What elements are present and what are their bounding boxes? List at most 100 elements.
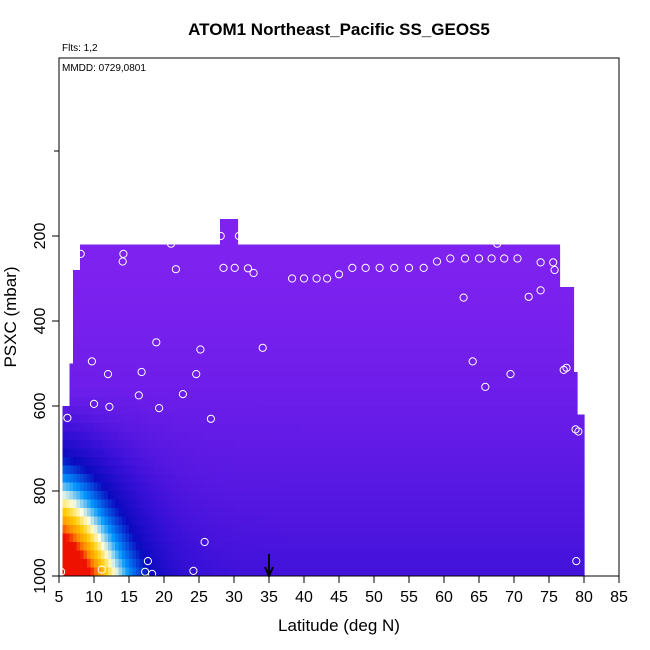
heatmap-cell [300,414,305,424]
heatmap-cell [486,499,491,509]
heatmap-cell [94,321,99,331]
heatmap-cell [468,525,473,535]
heatmap-cell [143,525,148,535]
heatmap-cell [251,414,256,424]
heatmap-cell [80,397,85,407]
heatmap-cell [150,321,155,331]
heatmap-cell [489,440,494,450]
heatmap-cell [94,397,99,407]
heatmap-cell [300,312,305,322]
heatmap-cell [405,338,410,348]
heatmap-cell [465,533,470,543]
heatmap-cell [332,491,337,501]
heatmap-cell [69,414,74,424]
heatmap-cell [423,550,428,560]
heatmap-cell [115,397,120,407]
heatmap-cell [230,270,235,280]
heatmap-cell [248,423,253,433]
heatmap-cell [251,304,256,314]
heatmap-cell [384,321,389,331]
heatmap-cell [90,321,95,331]
heatmap-cell [332,304,337,314]
heatmap-cell [220,244,225,254]
heatmap-cell [388,287,393,297]
heatmap-cell [514,304,519,314]
heatmap-cell [297,312,302,322]
heatmap-cell [241,440,246,450]
heatmap-cell [332,295,337,305]
heatmap-cell [304,244,309,254]
heatmap-cell [318,287,323,297]
heatmap-cell [195,355,200,365]
heatmap-cell [76,372,81,382]
heatmap-cell [342,346,347,356]
heatmap-cell [272,414,277,424]
heatmap-cell [230,355,235,365]
heatmap-cell [300,559,305,569]
heatmap-cell [486,321,491,331]
heatmap-cell [283,423,288,433]
heatmap-cell [115,508,120,518]
heatmap-cell [500,457,505,467]
heatmap-cell [402,550,407,560]
heatmap-cell [206,329,211,339]
heatmap-cell [90,295,95,305]
heatmap-cell [122,329,127,339]
heatmap-cell [349,397,354,407]
heatmap-cell [468,482,473,492]
heatmap-cell [108,533,113,543]
heatmap-cell [307,295,312,305]
heatmap-cell [395,287,400,297]
heatmap-cell [412,397,417,407]
heatmap-cell [391,304,396,314]
heatmap-cell [398,363,403,373]
heatmap-cell [258,559,263,569]
heatmap-cell [104,533,109,543]
heatmap-cell [307,474,312,484]
heatmap-cell [419,346,424,356]
heatmap-cell [318,465,323,475]
heatmap-cell [416,244,421,254]
heatmap-cell [160,397,165,407]
heatmap-cell [412,338,417,348]
heatmap-cell [409,474,414,484]
heatmap-cell [108,525,113,535]
heatmap-cell [90,346,95,356]
heatmap-cell [118,525,123,535]
heatmap-cell [388,414,393,424]
heatmap-cell [227,261,232,271]
heatmap-cell [384,414,389,424]
heatmap-cell [97,397,102,407]
heatmap-cell [377,457,382,467]
heatmap-cell [188,550,193,560]
heatmap-cell [346,338,351,348]
heatmap-cell [108,482,113,492]
heatmap-cell [503,244,508,254]
heatmap-cell [444,559,449,569]
heatmap-cell [496,457,501,467]
heatmap-cell [185,559,190,569]
heatmap-cell [188,474,193,484]
heatmap-cell [465,474,470,484]
heatmap-cell [304,253,309,263]
heatmap-cell [458,516,463,526]
heatmap-cell [122,304,127,314]
heatmap-cell [374,295,379,305]
heatmap-cell [122,491,127,501]
heatmap-cell [223,253,228,263]
heatmap-cell [132,423,137,433]
heatmap-cell [500,321,505,331]
heatmap-cell [423,482,428,492]
heatmap-cell [353,389,358,399]
heatmap-cell [216,397,221,407]
heatmap-cell [265,321,270,331]
heatmap-cell [283,542,288,552]
heatmap-cell [262,304,267,314]
heatmap-cell [325,244,330,254]
heatmap-cell [461,465,466,475]
heatmap-cell [297,516,302,526]
heatmap-cell [87,287,92,297]
heatmap-cell [220,533,225,543]
heatmap-cell [202,499,207,509]
heatmap-cell [297,338,302,348]
